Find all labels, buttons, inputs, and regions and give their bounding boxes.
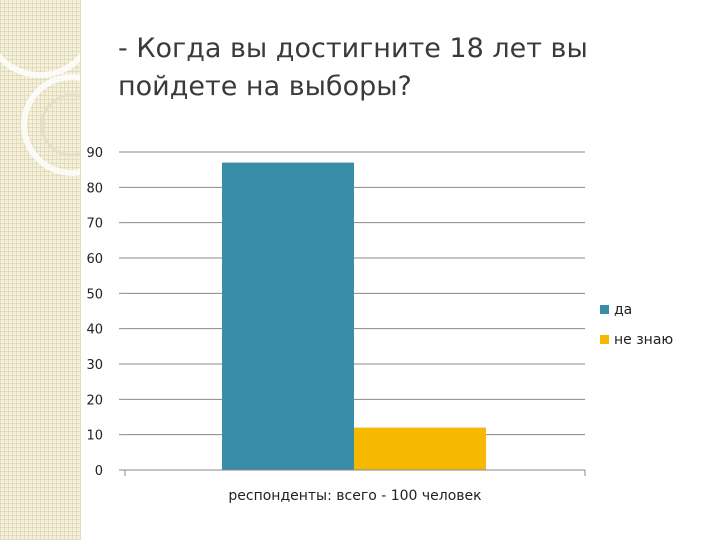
slide-title: - Когда вы достигните 18 лет вы пойдете … (118, 33, 588, 102)
y-tick-label: 90 (86, 146, 103, 161)
legend-label: да (614, 302, 632, 318)
y-tick-label: 80 (86, 181, 103, 196)
y-tick-label: 70 (86, 217, 103, 232)
y-tick-label: 40 (86, 323, 103, 338)
legend-swatch (600, 305, 609, 314)
y-tick-label: 60 (86, 252, 103, 267)
y-axis-ticks: 0 10 20 30 40 50 60 70 80 90 (86, 146, 586, 479)
y-tick-label: 10 (86, 429, 103, 444)
y-tick-label: 0 (95, 464, 103, 479)
legend-label: не знаю (614, 332, 673, 348)
legend-swatch (600, 335, 609, 344)
bar-dont-know (354, 427, 486, 470)
y-tick-label: 30 (86, 358, 103, 373)
decorative-pattern (0, 0, 81, 540)
y-tick-label: 20 (86, 393, 103, 408)
legend: да не знаю (600, 302, 673, 348)
gridlines (125, 151, 585, 471)
decorative-circles (0, 53, 80, 176)
y-tick-label: 50 (86, 287, 103, 302)
bars (222, 162, 486, 470)
bar-yes (222, 162, 354, 470)
x-axis-title: респонденты: всего - 100 человек (228, 488, 481, 504)
